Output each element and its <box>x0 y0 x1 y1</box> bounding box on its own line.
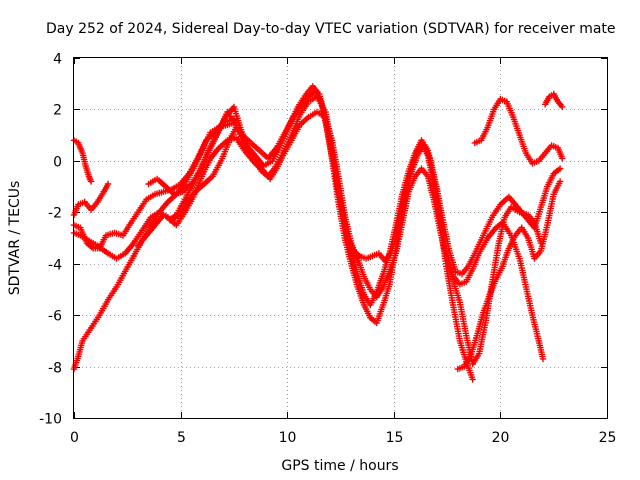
data-point-markers <box>145 83 476 383</box>
data-point-markers <box>70 137 95 185</box>
x-tick-label: 15 <box>386 430 404 446</box>
y-tick-label: 2 <box>53 103 62 119</box>
y-tick-label: 4 <box>53 52 62 68</box>
plot-frame <box>73 57 608 419</box>
y-tick-label: -6 <box>48 309 62 325</box>
x-axis-label: GPS time / hours <box>281 458 398 474</box>
series-arc-7 <box>145 83 476 383</box>
series-arc-2 <box>70 180 112 219</box>
x-axis-tick-labels: 0 5 10 15 20 25 <box>70 430 616 446</box>
chart-title: Day 252 of 2024, Sidereal Day-to-day VTE… <box>46 21 616 37</box>
data-point-markers <box>70 180 112 219</box>
series-arc-11 <box>454 178 564 373</box>
y-tick-label: -8 <box>48 361 62 377</box>
x-tick-label: 20 <box>492 430 510 446</box>
x-tick-label: 10 <box>279 430 297 446</box>
data-series <box>70 83 566 383</box>
y-tick-label: 0 <box>53 155 62 171</box>
series-arc-3 <box>70 116 238 252</box>
series-arc-10 <box>542 90 566 111</box>
series-arc-1 <box>70 137 95 185</box>
x-tick-label: 25 <box>599 430 617 446</box>
data-point-markers <box>471 95 566 167</box>
series-arc-8 <box>166 93 545 368</box>
x-tick-label: 0 <box>70 430 79 446</box>
data-point-markers <box>70 108 547 363</box>
data-point-markers <box>70 116 238 252</box>
y-axis-tick-labels: -10 -8 -6 -4 -2 0 2 4 <box>39 52 62 428</box>
axis-ticks <box>74 58 608 419</box>
y-axis-label: SDTVAR / TECUs <box>7 181 23 296</box>
series-arc-9 <box>471 95 566 167</box>
series-arc-5 <box>70 108 547 363</box>
y-tick-label: -10 <box>39 412 62 428</box>
y-tick-label: -4 <box>48 258 62 274</box>
data-point-markers <box>542 90 566 111</box>
data-point-markers <box>166 93 545 368</box>
y-tick-label: -2 <box>48 206 62 222</box>
data-point-markers <box>454 178 564 373</box>
x-tick-label: 5 <box>177 430 186 446</box>
